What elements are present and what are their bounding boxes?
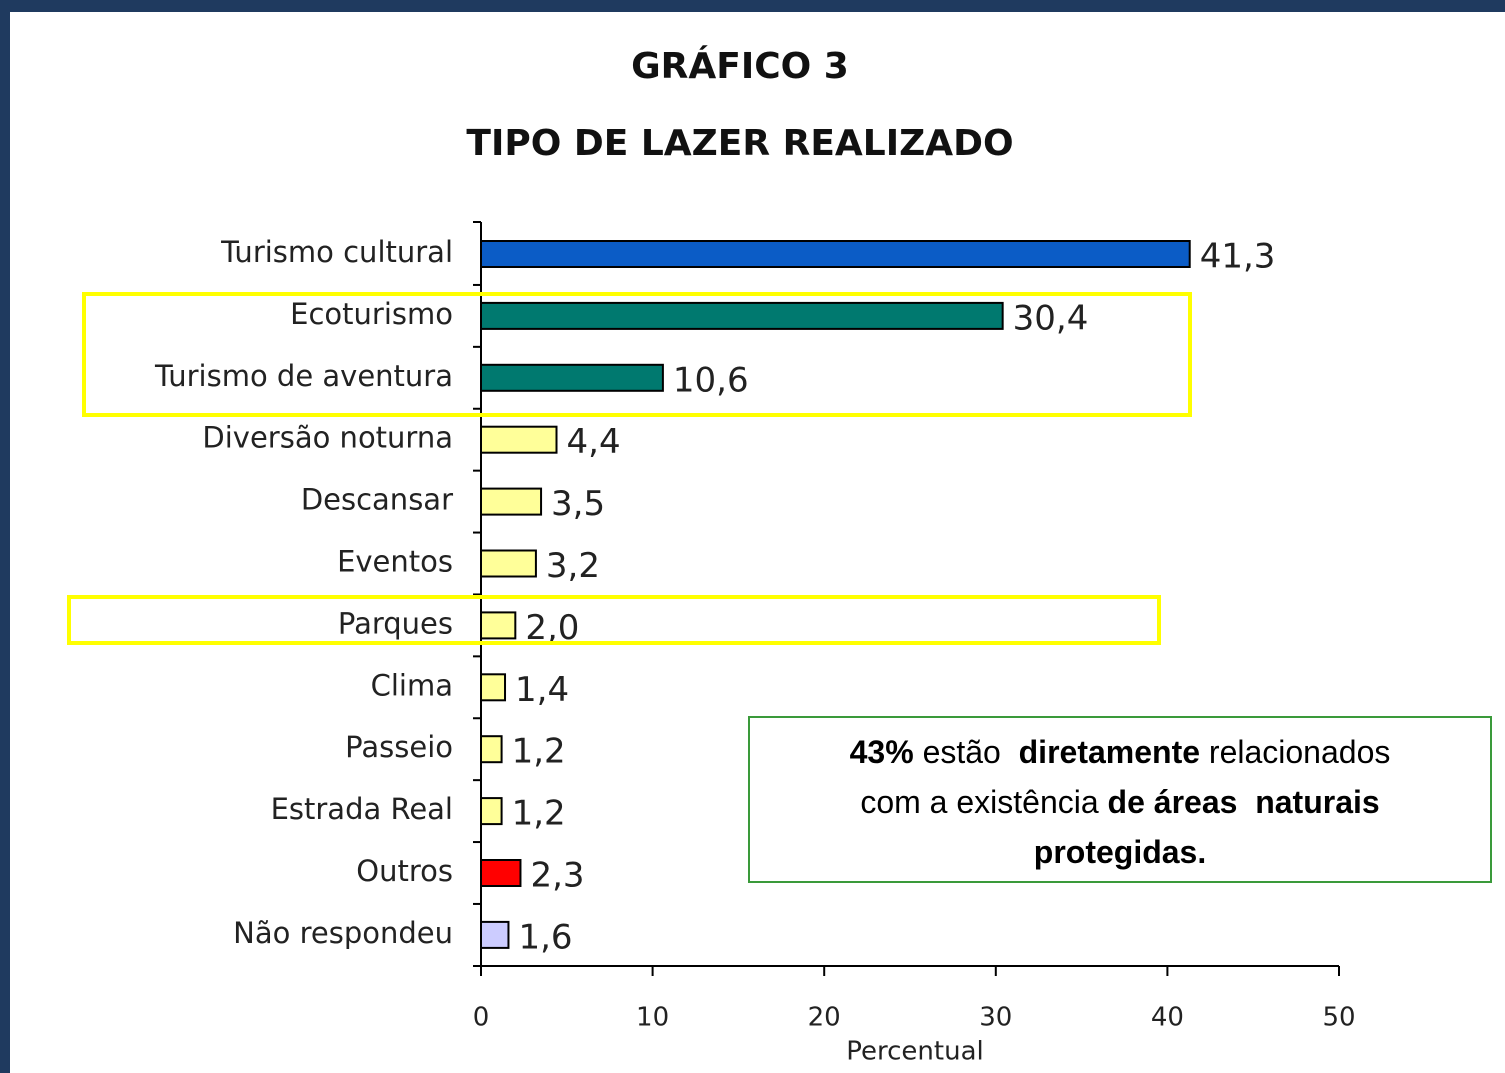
value-label: 30,4	[1013, 298, 1089, 338]
y-tick-label: Clima	[371, 668, 453, 702]
value-label: 3,2	[546, 546, 600, 586]
y-tick-label: Turismo de aventura	[154, 359, 453, 393]
chart-subtitle: TIPO DE LAZER REALIZADO	[466, 123, 1013, 164]
annotation-line: protegidas.	[1034, 834, 1206, 870]
y-tick-label: Outros	[356, 854, 453, 888]
y-tick-label: Não respondeu	[233, 916, 453, 950]
value-label: 1,4	[515, 670, 569, 710]
y-tick-label: Passeio	[345, 730, 453, 764]
x-tick-label: 20	[808, 1003, 841, 1033]
bar	[480, 611, 517, 640]
annotation-text: diretamente	[1019, 734, 1200, 770]
annotation-box	[748, 716, 1492, 883]
x-tick-label: 30	[979, 1003, 1012, 1033]
annotation-text: 43%	[850, 734, 914, 770]
value-label: 41,3	[1200, 237, 1276, 277]
y-tick-label: Ecoturismo	[290, 297, 453, 331]
annotation-text: relacionados	[1200, 734, 1390, 770]
value-label: 4,4	[567, 422, 621, 462]
x-tick-label: 0	[473, 1003, 490, 1033]
y-tick-label: Estrada Real	[271, 792, 453, 826]
bar	[480, 301, 1004, 330]
annotation-text: protegidas.	[1034, 834, 1206, 870]
annotation-text: de áreas naturais	[1108, 784, 1380, 820]
highlight-box	[82, 292, 1192, 417]
y-tick-label: Diversão noturna	[202, 421, 453, 455]
annotation-line: com a existência de áreas naturais	[860, 784, 1379, 820]
y-tick-label: Eventos	[337, 545, 453, 579]
y-tick-label: Descansar	[301, 483, 453, 517]
chart-title: GRÁFICO 3	[631, 45, 849, 87]
value-label: 1,2	[512, 794, 566, 834]
bar	[480, 797, 503, 826]
value-label: 3,5	[551, 484, 605, 524]
bar	[480, 487, 543, 516]
bar	[480, 549, 537, 578]
annotation-line: 43% estão diretamente relacionados	[850, 734, 1391, 770]
value-label: 2,3	[530, 856, 584, 896]
x-tick-label: 50	[1322, 1003, 1355, 1033]
value-label: 1,6	[518, 917, 572, 957]
annotation-text: com a existência	[860, 784, 1107, 820]
highlight-box	[67, 595, 1161, 645]
bar	[480, 735, 503, 764]
x-axis-label: Percentual	[846, 1037, 983, 1067]
bar	[480, 920, 510, 949]
value-label: 1,2	[512, 732, 566, 772]
bar	[480, 363, 664, 392]
annotation-text: estão	[914, 734, 1019, 770]
bar	[480, 859, 522, 887]
y-tick-label: Parques	[338, 606, 453, 640]
x-tick-label: 10	[636, 1003, 669, 1033]
value-label: 10,6	[673, 360, 749, 400]
bar	[480, 240, 1191, 268]
x-tick-label: 40	[1151, 1003, 1184, 1033]
bar	[480, 425, 558, 454]
bar	[480, 673, 507, 702]
panel	[10, 12, 1505, 1073]
y-tick-label: Turismo cultural	[220, 235, 453, 269]
